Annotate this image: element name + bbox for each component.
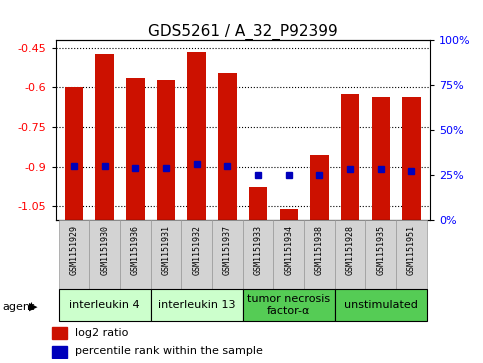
Bar: [58, 220, 89, 289]
Bar: [243, 220, 273, 289]
Text: GSM1151935: GSM1151935: [376, 225, 385, 275]
Bar: [335, 220, 366, 289]
Text: unstimulated: unstimulated: [344, 300, 418, 310]
Text: interleukin 13: interleukin 13: [158, 300, 235, 310]
Bar: [65, 87, 83, 220]
Bar: [366, 220, 396, 289]
Bar: [181, 220, 212, 289]
Bar: [218, 73, 237, 220]
Text: GSM1151933: GSM1151933: [254, 225, 263, 275]
Text: GSM1151931: GSM1151931: [161, 225, 170, 275]
Bar: [280, 209, 298, 220]
Bar: [120, 220, 151, 289]
Bar: [249, 187, 267, 220]
Text: GSM1151951: GSM1151951: [407, 225, 416, 275]
Text: GSM1151934: GSM1151934: [284, 225, 293, 275]
Bar: [396, 220, 427, 289]
Bar: [187, 52, 206, 220]
Text: GSM1151930: GSM1151930: [100, 225, 109, 275]
Title: GDS5261 / A_32_P92399: GDS5261 / A_32_P92399: [148, 24, 338, 40]
Bar: [157, 79, 175, 220]
Text: GSM1151928: GSM1151928: [346, 225, 355, 275]
Bar: [310, 155, 328, 220]
Bar: [335, 289, 427, 321]
Text: GSM1151938: GSM1151938: [315, 225, 324, 275]
Bar: [151, 220, 181, 289]
Text: GSM1151932: GSM1151932: [192, 225, 201, 275]
Bar: [96, 54, 114, 220]
Bar: [273, 220, 304, 289]
Bar: [371, 97, 390, 220]
Bar: [151, 289, 243, 321]
Text: tumor necrosis
factor-α: tumor necrosis factor-α: [247, 294, 330, 316]
Bar: [89, 220, 120, 289]
Text: log2 ratio: log2 ratio: [75, 328, 128, 338]
Bar: [341, 94, 359, 220]
Bar: [212, 220, 243, 289]
Text: GSM1151937: GSM1151937: [223, 225, 232, 275]
Text: GSM1151929: GSM1151929: [70, 225, 78, 275]
Text: interleukin 4: interleukin 4: [70, 300, 140, 310]
Text: percentile rank within the sample: percentile rank within the sample: [75, 346, 263, 356]
Bar: [126, 78, 144, 220]
Bar: [53, 346, 67, 358]
Text: GSM1151936: GSM1151936: [131, 225, 140, 275]
Bar: [53, 327, 67, 339]
Bar: [304, 220, 335, 289]
Bar: [402, 97, 421, 220]
Text: ▶: ▶: [28, 302, 37, 312]
Bar: [58, 289, 151, 321]
Text: agent: agent: [2, 302, 35, 312]
Bar: [243, 289, 335, 321]
